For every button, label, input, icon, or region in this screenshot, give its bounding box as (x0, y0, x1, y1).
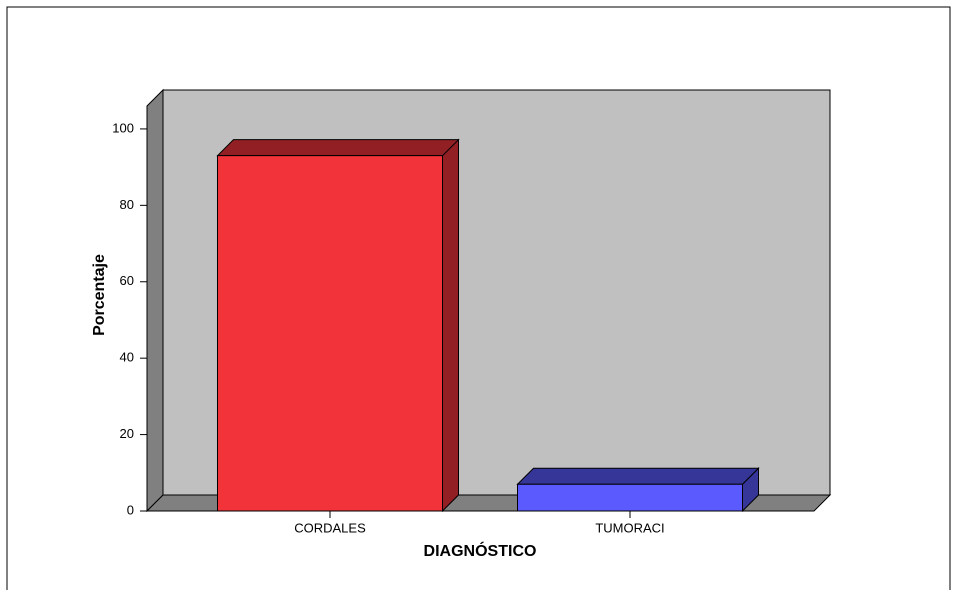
x-axis-label: DIAGNÓSTICO (424, 541, 537, 560)
y-tick-label: 80 (120, 197, 134, 212)
y-tick-label: 40 (120, 350, 134, 365)
bar-front (517, 483, 743, 512)
x-tick-label: CORDALES (294, 520, 366, 535)
y-tick-label: 0 (127, 502, 134, 517)
bar-side (442, 138, 459, 513)
bar (216, 138, 460, 513)
bar-front (217, 155, 443, 512)
y-tick-label: 60 (120, 273, 134, 288)
bar-top (516, 467, 760, 485)
bar-top (216, 139, 460, 157)
y-tick-label: 20 (120, 426, 134, 441)
x-tick-label: TUMORACI (595, 520, 664, 535)
bar (516, 467, 760, 513)
frame (6, 6, 951, 590)
y-tick-label: 100 (112, 120, 134, 135)
left-wall (146, 88, 164, 513)
y-axis-label: Porcentaje (91, 254, 108, 336)
